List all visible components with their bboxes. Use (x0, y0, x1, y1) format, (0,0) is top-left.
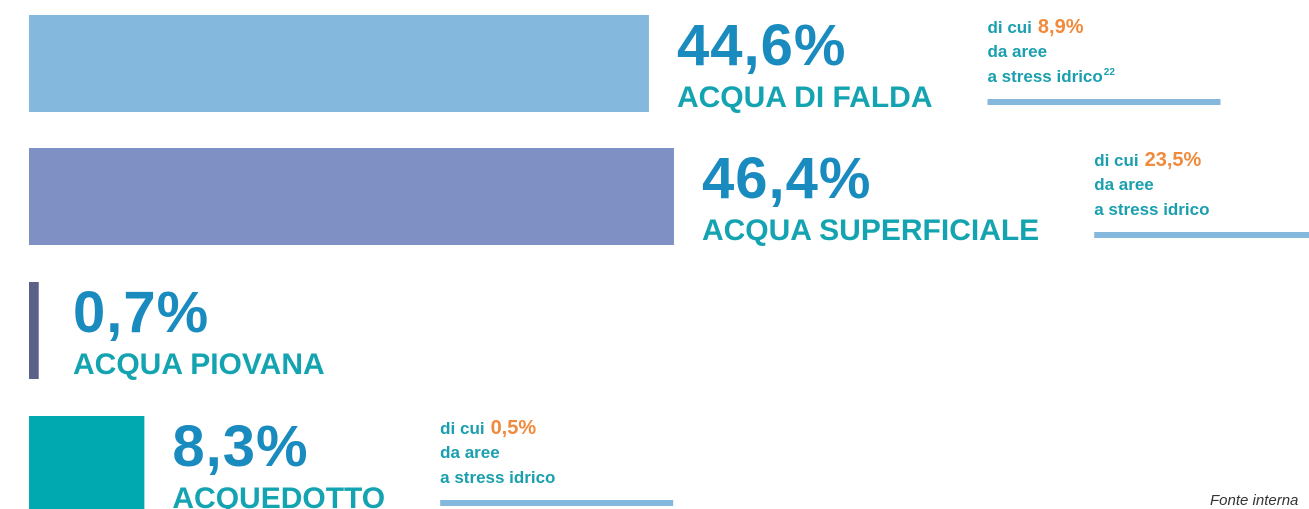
note-line: di cui 8,9% (987, 16, 1083, 38)
note-underline (1094, 232, 1309, 238)
note-line: a stress idrico (987, 67, 1102, 86)
stress-value: 0,5% (491, 417, 537, 439)
note-line: da aree (1094, 175, 1154, 194)
value-label: 0,7% (73, 280, 209, 345)
bar (29, 282, 39, 379)
category-label: ACQUEDOTTO (172, 482, 385, 509)
footnote-ref: 22 (1104, 67, 1116, 78)
stress-value: 23,5% (1145, 149, 1202, 171)
stress-value: 8,9% (1038, 16, 1084, 38)
note-line: di cui 23,5% (1094, 149, 1201, 171)
category-label: ACQUA DI FALDA (677, 81, 933, 114)
note-underline (440, 500, 674, 506)
note-line: da aree (440, 443, 500, 462)
source: Fonte interna (1210, 492, 1298, 509)
note-prefix: di cui (440, 419, 484, 438)
note-line: a stress idrico (1094, 200, 1209, 219)
note-line: di cui 0,5% (440, 417, 536, 439)
bar (29, 15, 649, 112)
value-label: 44,6% (677, 13, 846, 78)
value-label: 46,4% (702, 146, 871, 211)
bar (29, 148, 674, 245)
note-line: a stress idrico (440, 468, 555, 487)
value-label: 8,3% (172, 414, 308, 479)
note-prefix: di cui (987, 18, 1031, 37)
note-line: da aree (987, 42, 1047, 61)
bar (29, 416, 145, 509)
note-prefix: di cui (1094, 151, 1138, 170)
category-label: ACQUA SUPERFICIALE (702, 214, 1039, 247)
note-underline (987, 99, 1221, 105)
category-label: ACQUA PIOVANA (73, 348, 325, 381)
